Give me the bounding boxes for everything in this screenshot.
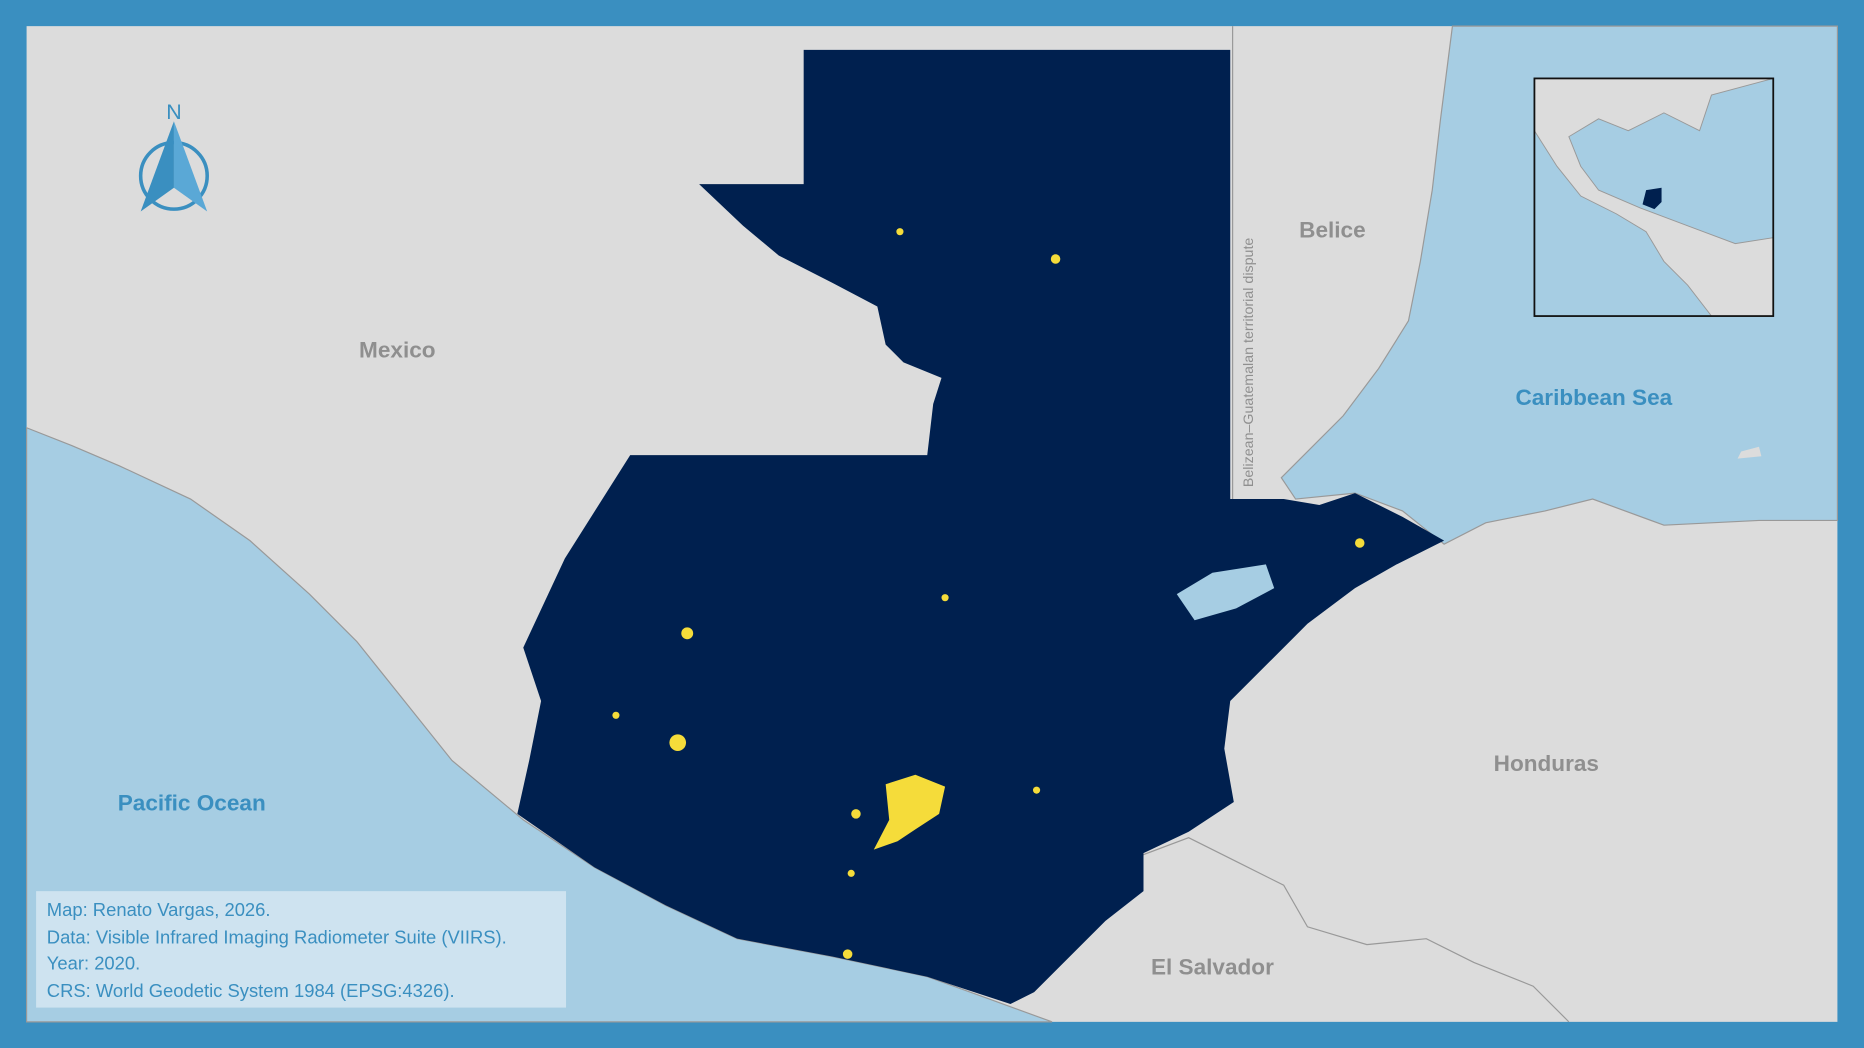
north-arrow: N bbox=[138, 100, 209, 212]
credit-line: CRS: World Geodetic System 1984 (EPSG:43… bbox=[47, 980, 455, 1001]
city-lights bbox=[842, 949, 853, 959]
credits: Map: Renato Vargas, 2026. Data: Visible … bbox=[36, 891, 567, 1008]
border-honduras-el-salvador bbox=[1140, 837, 1570, 1023]
guatemala bbox=[517, 49, 1445, 1005]
night-lights bbox=[612, 228, 1365, 959]
city-lights bbox=[669, 734, 687, 751]
credit-line: Map: Renato Vargas, 2026. bbox=[47, 899, 271, 920]
lake-izabal bbox=[1176, 564, 1275, 621]
inset-land bbox=[1533, 77, 1774, 317]
dispute-label: Belizean–Guatemalan territorial dispute bbox=[1241, 238, 1257, 488]
inset-guatemala bbox=[1642, 187, 1662, 210]
city-lights bbox=[681, 627, 694, 640]
city-lights bbox=[1355, 538, 1365, 548]
water-label: Caribbean Sea bbox=[1515, 385, 1672, 410]
credit-line: Year: 2020. bbox=[47, 953, 140, 974]
city-lights bbox=[612, 711, 620, 719]
inset-map bbox=[1533, 77, 1775, 317]
credits-box bbox=[36, 891, 567, 1008]
country-label: Honduras bbox=[1494, 751, 1599, 776]
north-arrow-right bbox=[173, 121, 208, 212]
north-label: N bbox=[166, 100, 181, 124]
city-lights bbox=[896, 228, 904, 236]
country-label: Belice bbox=[1299, 218, 1365, 243]
country-label: El Salvador bbox=[1151, 954, 1274, 979]
city-lights bbox=[1032, 786, 1041, 794]
pacific-ocean bbox=[25, 426, 1053, 1023]
island bbox=[1737, 446, 1762, 459]
credit-line: Data: Visible Infrared Imaging Radiomete… bbox=[47, 926, 507, 947]
country-label: Mexico bbox=[359, 338, 436, 363]
north-arrow-left bbox=[140, 121, 174, 212]
city-lights bbox=[847, 869, 855, 877]
water-label: Pacific Ocean bbox=[118, 790, 266, 815]
city-lights bbox=[851, 809, 861, 819]
city-lights bbox=[941, 594, 949, 602]
city-lights bbox=[873, 774, 946, 850]
city-lights bbox=[1050, 254, 1061, 264]
inset-border bbox=[1533, 77, 1775, 317]
